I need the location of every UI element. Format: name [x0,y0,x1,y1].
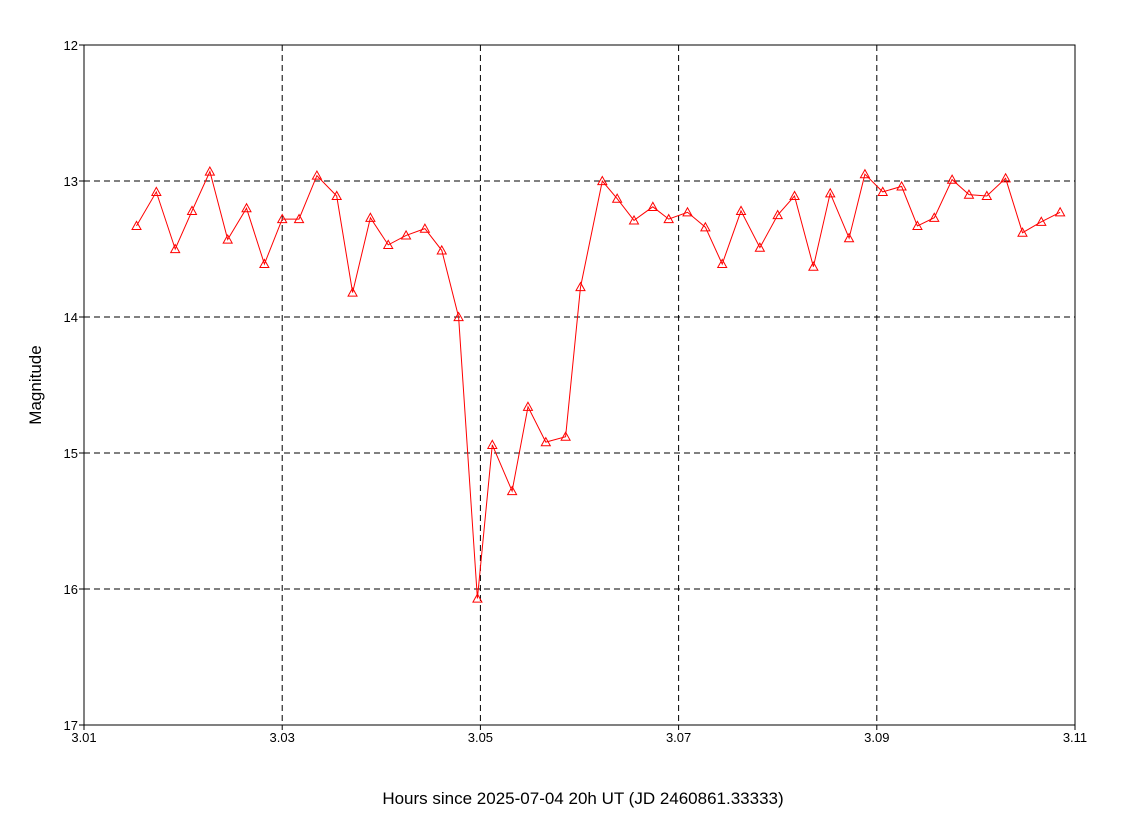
data-point-marker [596,175,608,186]
data-point-marker [222,233,234,244]
x-tick-label: 3.01 [71,730,96,745]
data-point-marker [331,190,343,201]
data-point-marker [663,213,675,224]
data-point-marker [311,170,323,180]
data-point-marker [772,209,784,220]
data-point-marker [276,213,288,224]
data-point-marker [647,201,659,211]
x-axis-title: Hours since 2025-07-04 20h UT (JD 246086… [382,789,783,808]
data-point-marker [472,592,483,603]
data-point-marker [896,180,907,191]
data-point-marker [628,214,640,225]
data-point-marker [506,485,518,496]
data-point-marker [365,212,376,222]
data-point-marker [560,431,571,441]
series-line [136,170,1061,599]
data-point-marker [682,206,693,217]
data-point-marker [131,220,142,230]
data-point-marker [912,220,923,230]
data-point-marker [843,232,855,243]
data-point-marker [859,168,871,179]
x-tick-label: 3.09 [864,730,889,745]
x-tick-label: 3.03 [270,730,295,745]
data-point-marker [1017,227,1028,237]
data-point-marker [347,286,358,297]
y-tick-label: 15 [64,446,78,461]
data-point-marker [808,261,819,271]
data-point-marker [735,205,747,216]
data-point-marker [824,187,836,198]
data-point-marker [981,190,993,201]
data-point-marker [169,243,181,254]
data-series [131,165,1066,603]
axis-ticks: 3.01 3.03 3.05 3.07 3.09 3.11 12 13 14 15 16 17 [64,38,1088,745]
x-tick-label: 3.11 [1063,730,1087,745]
data-point-marker [486,439,498,449]
data-point-marker [946,174,958,184]
data-point-marker [382,239,394,250]
data-point-marker [436,244,448,255]
data-point-marker [928,212,940,222]
y-tick-label: 14 [64,310,78,325]
data-point-marker [400,229,412,240]
data-point-marker [259,258,270,269]
grid-lines [84,45,1075,725]
data-point-marker [150,186,162,196]
data-point-marker [789,190,800,201]
data-point-marker [419,223,431,233]
data-point-marker [540,436,552,447]
data-point-marker [575,281,586,292]
y-tick-label: 12 [64,38,78,53]
y-tick-label: 13 [64,174,78,189]
data-point-marker [204,165,216,176]
data-point-marker [241,202,252,213]
data-point-marker [522,401,534,411]
y-tick-label: 16 [64,582,78,597]
plot-frame [83,44,1076,726]
y-axis-title: Magnitude [26,345,45,424]
data-point-marker [700,221,711,232]
data-point-marker [716,258,728,269]
data-point-marker [1054,206,1066,217]
data-point-marker [293,213,305,224]
data-point-marker [186,205,198,216]
data-point-marker [1000,172,1011,183]
data-point-marker [1035,216,1047,226]
data-point-marker [611,193,623,203]
data-point-marker [754,242,766,252]
x-tick-label: 3.05 [468,730,493,745]
x-tick-label: 3.07 [666,730,691,745]
data-point-marker [877,186,889,196]
data-point-marker [453,311,464,322]
data-point-marker [963,189,975,199]
y-tick-label: 17 [64,718,78,733]
